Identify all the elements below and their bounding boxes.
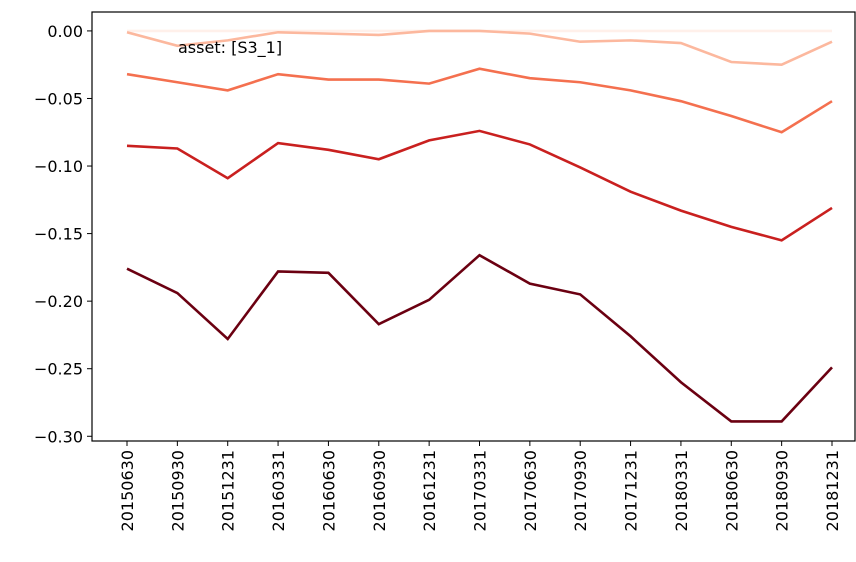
x-tick-label: 20180331 xyxy=(672,450,691,531)
y-tick-label: 0.00 xyxy=(47,22,83,41)
x-tick-label: 20160331 xyxy=(269,450,288,531)
x-tick-label: 20181231 xyxy=(823,450,842,531)
y-tick-label: −0.25 xyxy=(34,360,83,379)
x-tick-label: 20170930 xyxy=(571,450,590,531)
series-line xyxy=(126,29,833,67)
x-tick-label: 20151231 xyxy=(219,450,238,531)
x-tick-label: 20150930 xyxy=(168,450,187,531)
series-line xyxy=(126,129,833,242)
y-tick-label: −0.20 xyxy=(34,292,83,311)
x-tick-label: 20160930 xyxy=(370,450,389,531)
y-tick-label: −0.30 xyxy=(34,427,83,446)
series-line xyxy=(126,67,833,134)
x-tick-label: 20170331 xyxy=(471,450,490,531)
plot-frame xyxy=(91,11,856,442)
x-tick-label: 20171231 xyxy=(622,450,641,531)
x-tick-label: 20160630 xyxy=(319,450,338,531)
y-tick-label: −0.15 xyxy=(34,225,83,244)
y-tick-label: −0.10 xyxy=(34,157,83,176)
annotation: asset: [S3_1] xyxy=(178,38,282,58)
x-tick-label: 20180930 xyxy=(773,450,792,531)
x-tick-label: 20150630 xyxy=(118,450,137,531)
x-tick-label: 20170630 xyxy=(521,450,540,531)
y-tick-label: −0.05 xyxy=(34,89,83,108)
x-tick-label: 20161231 xyxy=(420,450,439,531)
x-tick-label: 20180630 xyxy=(722,450,741,531)
series-line xyxy=(126,253,833,423)
